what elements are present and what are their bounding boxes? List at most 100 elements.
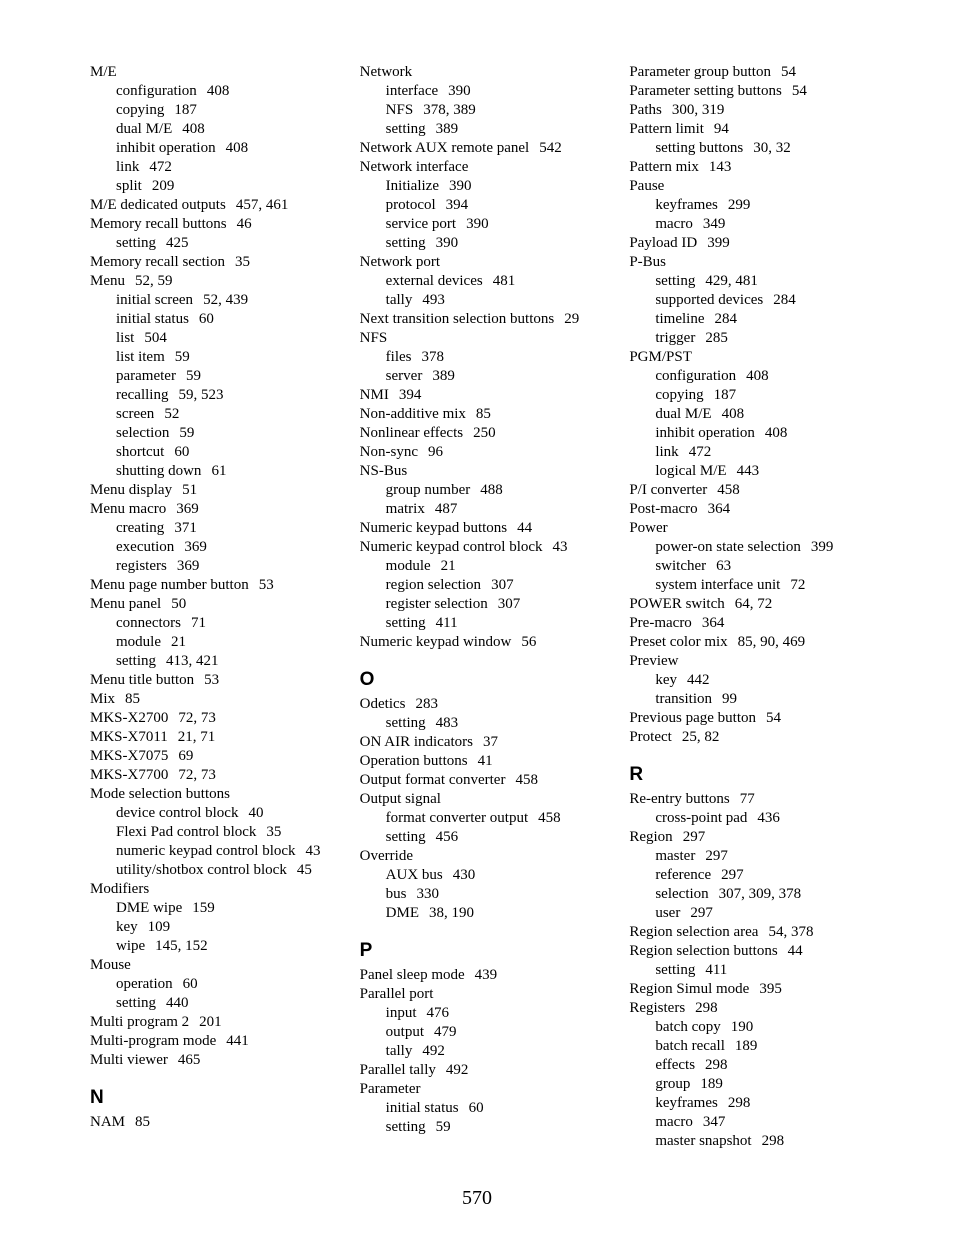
index-pages: 21, 71	[178, 729, 216, 745]
index-term: Preset color mix	[629, 634, 727, 650]
index-pages: 413, 421	[166, 653, 219, 669]
index-entry: register selection307	[360, 595, 610, 614]
index-pages: 465	[178, 1052, 201, 1068]
index-pages: 389	[432, 368, 455, 384]
index-entry: Preview	[629, 652, 879, 671]
index-term: M/E	[90, 64, 117, 80]
index-entry: trigger285	[629, 329, 879, 348]
index-pages: 59	[436, 1119, 451, 1135]
index-entry: Initialize390	[360, 177, 610, 196]
index-pages: 504	[144, 330, 167, 346]
index-entry: copying187	[629, 386, 879, 405]
index-entry: cross-point pad436	[629, 809, 879, 828]
index-term: inhibit operation	[655, 425, 755, 441]
index-term: inhibit operation	[116, 140, 216, 156]
index-pages: 285	[705, 330, 728, 346]
index-pages: 408	[765, 425, 788, 441]
index-entry: MKS-X707569	[90, 747, 340, 766]
index-term: power-on state selection	[655, 539, 800, 555]
index-entry: M/E	[90, 63, 340, 82]
index-column-3: Parameter group button54Parameter settin…	[629, 63, 879, 1143]
index-pages: 189	[700, 1076, 723, 1092]
page-number: 570	[0, 1187, 954, 1210]
index-entry: connectors 71	[90, 614, 340, 633]
index-entry: Multi-program mode441	[90, 1032, 340, 1051]
index-entry: setting389	[360, 120, 610, 139]
index-entry: Menu title button53	[90, 671, 340, 690]
index-term: Previous page button	[629, 710, 756, 726]
index-pages: 399	[811, 539, 834, 555]
index-entry: DME38, 190	[360, 904, 610, 923]
index-pages: 457, 461	[236, 197, 289, 213]
index-pages: 488	[480, 482, 503, 498]
index-term: Region selection buttons	[629, 943, 777, 959]
index-term: configuration	[116, 83, 197, 99]
index-entry: Pause	[629, 177, 879, 196]
index-pages: 85	[135, 1114, 150, 1130]
index-pages: 456	[436, 829, 459, 845]
index-term: copying	[116, 102, 164, 118]
index-pages: 64, 72	[735, 596, 773, 612]
index-pages: 364	[708, 501, 731, 517]
index-pages: 371	[174, 520, 197, 536]
index-term: protocol	[386, 197, 436, 213]
index-entry: Region297	[629, 828, 879, 847]
index-term: connectors	[116, 615, 181, 631]
index-term: master snapshot	[655, 1133, 751, 1149]
index-entry: setting 456	[360, 828, 610, 847]
index-entry: configuration408	[629, 367, 879, 386]
index-pages: 481	[493, 273, 516, 289]
index-entry: selection59	[90, 424, 340, 443]
index-term: files	[386, 349, 412, 365]
index-entry: dual M/E408	[90, 120, 340, 139]
index-term: batch recall	[655, 1038, 725, 1054]
index-pages: 40	[248, 805, 263, 821]
index-pages: 411	[705, 962, 727, 978]
index-entry: macro349	[629, 215, 879, 234]
index-term: NS-Bus	[360, 463, 408, 479]
index-term: transition	[655, 691, 712, 707]
index-entry: list504	[90, 329, 340, 348]
index-pages: 307	[491, 577, 514, 593]
index-entry: MKS-X770072, 73	[90, 766, 340, 785]
index-term: interface	[386, 83, 438, 99]
index-term: Post-macro	[629, 501, 697, 517]
index-pages: 399	[707, 235, 730, 251]
index-term: Mouse	[90, 957, 131, 973]
index-pages: 408	[207, 83, 230, 99]
index-pages: 54	[792, 83, 807, 99]
index-pages: 430	[453, 867, 476, 883]
index-entry: Protect25, 82	[629, 728, 879, 747]
index-term: shortcut	[116, 444, 164, 460]
index-entry: tally492	[360, 1042, 610, 1061]
index-pages: 390	[436, 235, 459, 251]
index-pages: 37	[483, 734, 498, 750]
index-entry: initial screen52, 439	[90, 291, 340, 310]
index-term: recalling	[116, 387, 168, 403]
index-entry: POWER switch64, 72	[629, 595, 879, 614]
index-pages: 458	[538, 810, 561, 826]
index-entry: Numeric keypad buttons44	[360, 519, 610, 538]
index-entry: Region Simul mode395	[629, 980, 879, 999]
index-term: Re-entry buttons	[629, 791, 729, 807]
index-term: Menu title button	[90, 672, 194, 688]
index-pages: 54	[766, 710, 781, 726]
index-pages: 63	[716, 558, 731, 574]
index-term: AUX bus	[386, 867, 443, 883]
index-pages: 53	[259, 577, 274, 593]
index-term: Modifiers	[90, 881, 149, 897]
index-entry: Previous page button 54	[629, 709, 879, 728]
index-term: P-Bus	[629, 254, 666, 270]
index-term: batch copy	[655, 1019, 720, 1035]
index-pages: 71	[191, 615, 206, 631]
index-entry: link472	[90, 158, 340, 177]
index-term: key	[655, 672, 677, 688]
index-term: macro	[655, 1114, 692, 1130]
index-pages: 472	[149, 159, 172, 175]
index-term: setting	[386, 829, 426, 845]
index-pages: 307	[498, 596, 521, 612]
index-pages: 54	[781, 64, 796, 80]
index-pages: 25, 82	[682, 729, 720, 745]
index-entry: Numeric keypad window56	[360, 633, 610, 652]
index-entry: key109	[90, 918, 340, 937]
